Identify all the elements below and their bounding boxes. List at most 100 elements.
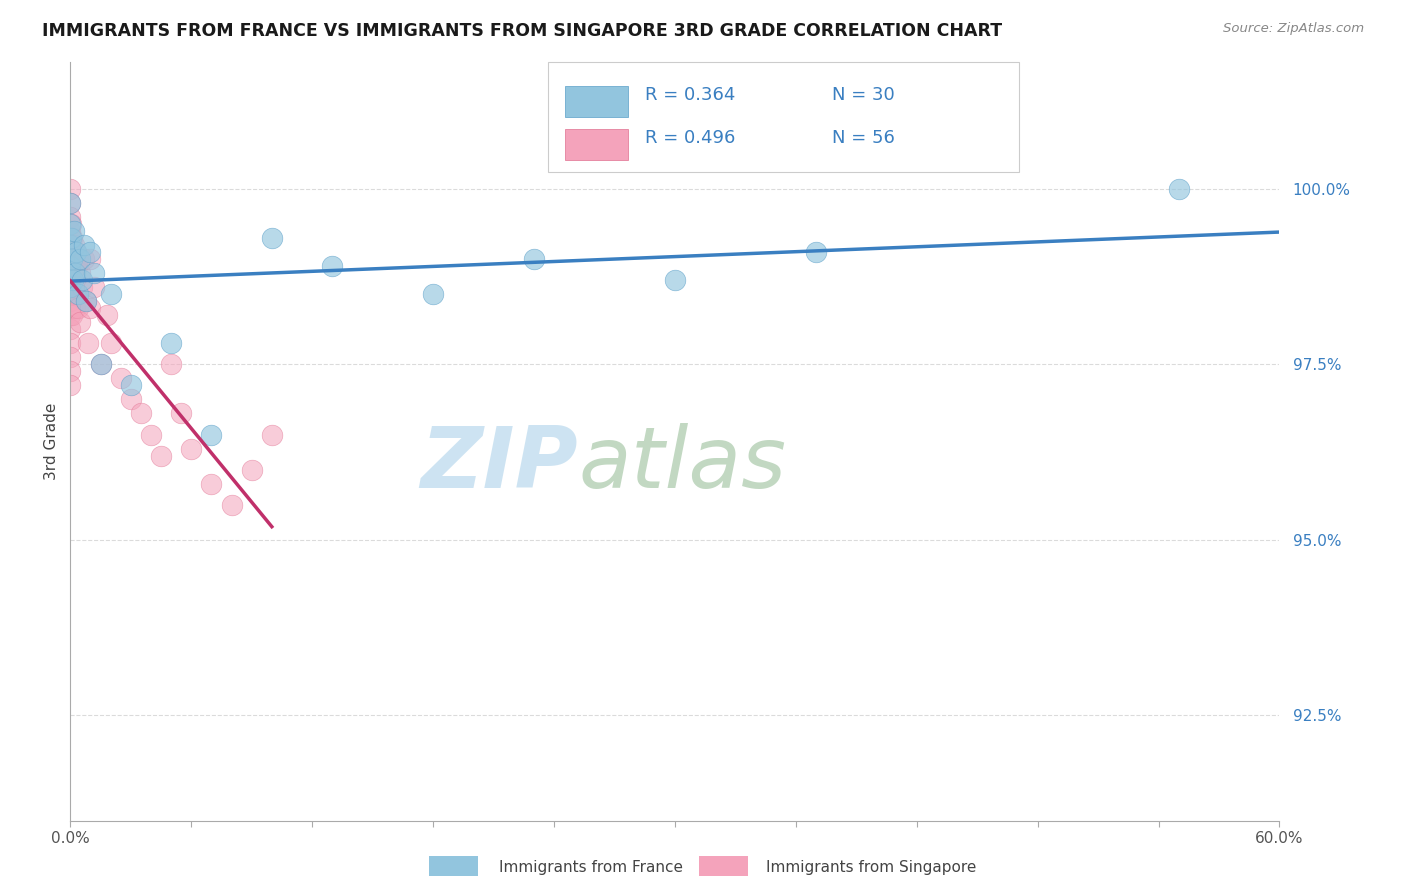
Point bbox=[90, 357, 111, 371]
Point bbox=[77, 336, 100, 351]
Point bbox=[150, 449, 173, 463]
Point bbox=[59, 378, 82, 392]
Point bbox=[59, 336, 82, 351]
Point bbox=[67, 252, 90, 266]
Point bbox=[69, 252, 91, 266]
Point bbox=[72, 273, 94, 287]
Point bbox=[59, 280, 82, 294]
Point bbox=[240, 462, 263, 476]
Point bbox=[221, 498, 243, 512]
Point bbox=[59, 238, 82, 252]
Point bbox=[59, 351, 82, 365]
Point bbox=[79, 301, 101, 315]
FancyBboxPatch shape bbox=[565, 87, 627, 117]
Point bbox=[65, 301, 87, 315]
Point bbox=[160, 336, 183, 351]
Point bbox=[321, 259, 343, 273]
Text: R = 0.364: R = 0.364 bbox=[645, 86, 735, 104]
Point bbox=[83, 266, 105, 280]
Point bbox=[65, 244, 87, 259]
Point bbox=[120, 392, 142, 407]
Point bbox=[59, 294, 82, 309]
Point bbox=[804, 244, 827, 259]
Point bbox=[83, 280, 105, 294]
Point bbox=[180, 442, 202, 456]
Point bbox=[65, 266, 87, 280]
Text: ZIP: ZIP bbox=[420, 423, 578, 506]
Text: N = 56: N = 56 bbox=[832, 129, 896, 147]
Point bbox=[60, 244, 83, 259]
Text: R = 0.496: R = 0.496 bbox=[645, 129, 735, 147]
Y-axis label: 3rd Grade: 3rd Grade bbox=[44, 403, 59, 480]
Point bbox=[59, 364, 82, 378]
Point bbox=[65, 252, 87, 266]
Point bbox=[60, 231, 83, 245]
Point bbox=[100, 287, 122, 301]
Point bbox=[63, 238, 86, 252]
Point bbox=[260, 427, 283, 442]
Point bbox=[60, 280, 83, 294]
Point bbox=[1167, 182, 1189, 196]
Point bbox=[59, 238, 82, 252]
Point bbox=[59, 195, 82, 210]
Point bbox=[129, 407, 152, 421]
Text: IMMIGRANTS FROM FRANCE VS IMMIGRANTS FROM SINGAPORE 3RD GRADE CORRELATION CHART: IMMIGRANTS FROM FRANCE VS IMMIGRANTS FRO… bbox=[42, 22, 1002, 40]
Text: Immigrants from Singapore: Immigrants from Singapore bbox=[766, 860, 977, 874]
Point bbox=[96, 308, 118, 322]
Text: Source: ZipAtlas.com: Source: ZipAtlas.com bbox=[1223, 22, 1364, 36]
Point bbox=[59, 182, 82, 196]
Point bbox=[66, 259, 89, 273]
FancyBboxPatch shape bbox=[565, 129, 627, 160]
Point bbox=[67, 287, 90, 301]
Point bbox=[67, 301, 90, 315]
Point bbox=[422, 287, 444, 301]
Point bbox=[200, 476, 222, 491]
Point bbox=[62, 287, 84, 301]
Point bbox=[664, 273, 686, 287]
Text: Immigrants from France: Immigrants from France bbox=[499, 860, 683, 874]
Point bbox=[90, 357, 111, 371]
Point bbox=[60, 308, 83, 322]
Point bbox=[59, 266, 82, 280]
Point bbox=[69, 266, 91, 280]
Point bbox=[62, 252, 84, 266]
Point bbox=[63, 224, 86, 238]
Text: N = 30: N = 30 bbox=[832, 86, 894, 104]
Point bbox=[79, 244, 101, 259]
Point bbox=[59, 322, 82, 336]
Point bbox=[60, 217, 83, 231]
FancyBboxPatch shape bbox=[548, 62, 1019, 172]
Point bbox=[139, 427, 162, 442]
Point bbox=[200, 427, 222, 442]
Point bbox=[60, 231, 83, 245]
Point bbox=[60, 252, 83, 266]
Point bbox=[59, 210, 82, 224]
Point bbox=[100, 336, 122, 351]
Point bbox=[73, 252, 96, 266]
Point bbox=[260, 231, 283, 245]
Point bbox=[69, 315, 91, 329]
Point bbox=[65, 244, 87, 259]
Point bbox=[110, 371, 132, 385]
Point bbox=[523, 252, 546, 266]
Point bbox=[59, 224, 82, 238]
Point bbox=[65, 287, 87, 301]
Point bbox=[59, 280, 82, 294]
Point bbox=[59, 259, 82, 273]
Point bbox=[59, 308, 82, 322]
Point bbox=[63, 280, 86, 294]
Point bbox=[59, 252, 82, 266]
Point bbox=[59, 195, 82, 210]
Point bbox=[73, 238, 96, 252]
Point bbox=[79, 252, 101, 266]
Point bbox=[120, 378, 142, 392]
Point bbox=[75, 294, 97, 309]
Point bbox=[160, 357, 183, 371]
Point bbox=[75, 294, 97, 309]
Point bbox=[59, 217, 82, 231]
Point bbox=[62, 273, 84, 287]
Point bbox=[60, 266, 83, 280]
Text: atlas: atlas bbox=[578, 423, 786, 506]
Point bbox=[170, 407, 193, 421]
Point bbox=[72, 280, 94, 294]
